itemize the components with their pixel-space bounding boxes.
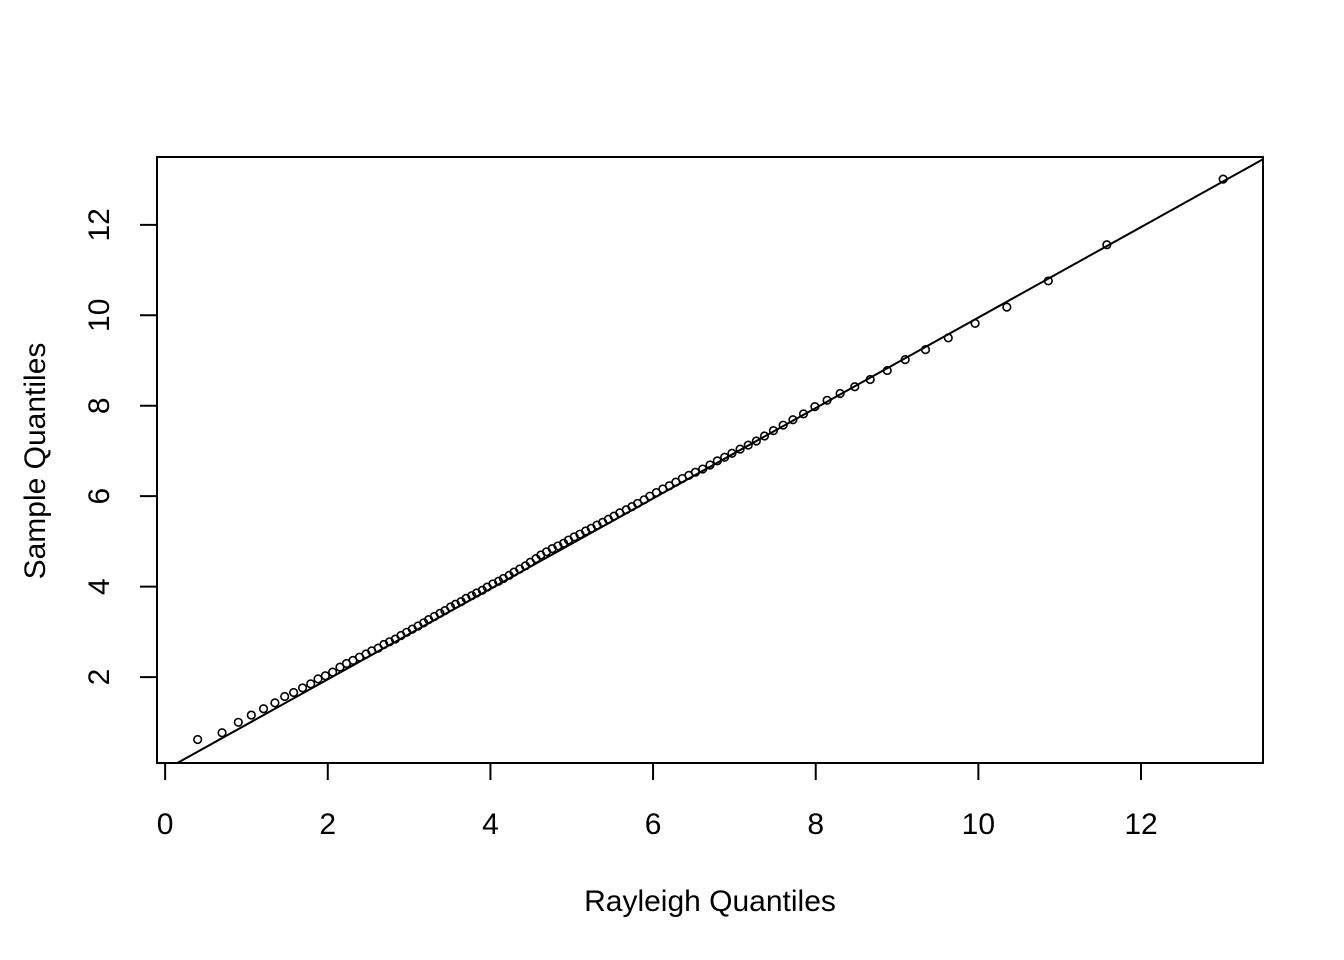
data-points xyxy=(194,175,1227,743)
data-point xyxy=(235,718,243,726)
x-tick-label: 0 xyxy=(157,808,174,841)
data-point xyxy=(299,684,307,692)
data-point xyxy=(281,693,289,701)
data-point xyxy=(314,675,322,683)
data-point xyxy=(290,689,298,697)
data-point xyxy=(260,705,268,713)
x-tick-label: 6 xyxy=(645,808,662,841)
y-axis-label: Sample Quantiles xyxy=(19,343,52,580)
y-tick-label: 10 xyxy=(83,299,116,332)
data-point xyxy=(218,729,226,737)
data-point xyxy=(194,736,202,744)
y-tick-label: 8 xyxy=(83,397,116,414)
y-tick-label: 6 xyxy=(83,488,116,505)
y-axis: 2 4 6 8 10 12 xyxy=(83,208,157,685)
x-tick-label: 8 xyxy=(807,808,824,841)
x-tick-label: 4 xyxy=(482,808,499,841)
x-axis: 0 2 4 6 8 10 12 xyxy=(157,763,1158,841)
x-tick-label: 2 xyxy=(319,808,336,841)
reference-line xyxy=(177,159,1263,763)
x-tick-label: 10 xyxy=(962,808,995,841)
x-tick-label: 12 xyxy=(1124,808,1157,841)
data-point xyxy=(271,699,279,707)
data-point xyxy=(1003,303,1011,311)
y-tick-label: 12 xyxy=(83,208,116,241)
y-tick-label: 2 xyxy=(83,669,116,686)
data-point xyxy=(248,711,256,719)
x-axis-label: Rayleigh Quantiles xyxy=(584,885,836,918)
y-tick-label: 4 xyxy=(83,578,116,595)
